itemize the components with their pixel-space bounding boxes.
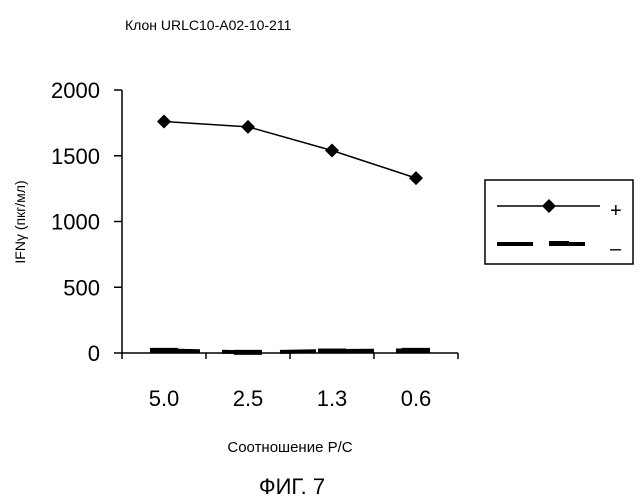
series-line <box>164 350 416 352</box>
data-point <box>150 348 178 353</box>
y-axis-label: IFNγ (пкг/мл) <box>12 180 28 263</box>
y-tick-label: 0 <box>88 341 100 366</box>
series-plus <box>157 115 423 186</box>
series-line <box>164 122 416 179</box>
legend-label-minus: – <box>610 238 622 260</box>
figure-caption: ФИГ. 7 <box>259 474 325 499</box>
data-point <box>318 349 346 354</box>
x-axis-label: Соотношение Р/С <box>227 439 352 456</box>
chart-title: Клон URLC10-A02-10-211 <box>125 17 292 33</box>
data-point <box>241 120 255 134</box>
data-point <box>409 171 423 185</box>
legend-marker-minus <box>549 241 569 246</box>
y-tick-label: 500 <box>63 275 100 300</box>
data-point <box>402 348 430 353</box>
legend-marker-plus <box>542 199 556 213</box>
series-layer <box>150 115 430 355</box>
legend: +– <box>485 180 633 264</box>
y-tick-label: 1500 <box>51 144 100 169</box>
legend-label-plus: + <box>610 200 622 222</box>
x-tick-label: 1.3 <box>317 386 348 411</box>
y-axis-ticks: 0 500 1000 1500 2000 <box>51 78 122 366</box>
x-tick-label: 5.0 <box>149 386 180 411</box>
y-tick-label: 1000 <box>51 210 100 235</box>
data-point <box>234 350 262 355</box>
data-point <box>325 143 339 157</box>
x-tick-label: 2.5 <box>233 386 264 411</box>
y-tick-label: 2000 <box>51 78 100 103</box>
x-tick-label: 0.6 <box>401 386 432 411</box>
data-point <box>157 115 171 129</box>
axes <box>122 90 458 353</box>
x-axis-ticks: 5.0 2.5 1.3 0.6 <box>122 353 458 411</box>
